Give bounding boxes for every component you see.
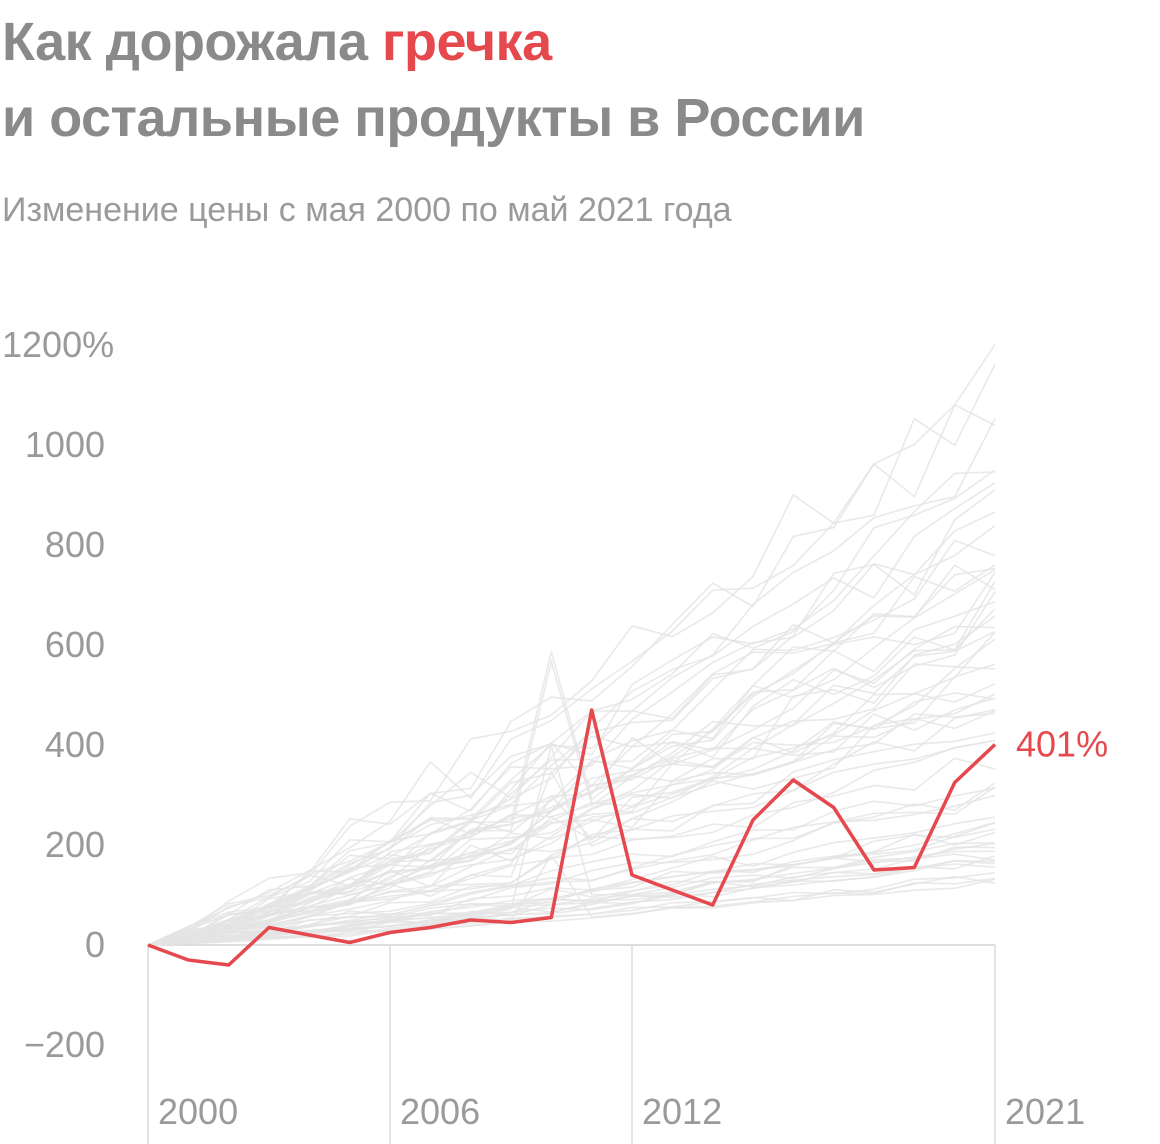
y-tick-label: 800 (45, 524, 105, 565)
background-series-line (147, 489, 996, 946)
highlight-series-layer: 401% (147, 708, 1108, 967)
x-axis-ticks: 2000 2006 2012 2021 (158, 1091, 1085, 1132)
grid-layer (147, 944, 996, 1144)
title-prefix: Как дорожала (2, 12, 368, 72)
background-series-line (147, 692, 996, 946)
background-series-line (147, 785, 996, 946)
background-series-line (147, 539, 996, 946)
background-series-line (147, 787, 996, 946)
background-series-line (147, 871, 996, 946)
background-series-line (147, 569, 996, 946)
y-tick-label: 200 (45, 824, 105, 865)
background-series-line (147, 344, 996, 946)
x-tick-label: 2006 (400, 1091, 480, 1132)
background-series-line (147, 564, 996, 946)
background-series-line (147, 732, 996, 946)
background-series-line (147, 590, 996, 946)
x-tick-label: 2000 (158, 1091, 238, 1132)
y-tick-label: −200 (24, 1024, 105, 1065)
y-tick-label: 1000 (25, 424, 105, 465)
background-series-line (147, 822, 996, 946)
background-series-layer (147, 344, 996, 946)
x-tick-label: 2012 (642, 1091, 722, 1132)
x-tick-label: 2021 (1005, 1091, 1085, 1132)
background-series-line (147, 511, 996, 946)
title-highlight: гречка (382, 12, 552, 72)
background-series-line (147, 658, 996, 946)
y-tick-label: 0 (85, 924, 105, 965)
title-line2: и остальные продукты в России (2, 88, 865, 148)
background-series-line (147, 625, 996, 946)
end-value-label: 401% (1016, 724, 1108, 765)
y-tick-label: 1200% (2, 324, 114, 365)
background-series-line (147, 697, 996, 946)
chart-title: Как дорожала гречка и остальные продукты… (2, 4, 865, 156)
y-axis-ticks: 1200% 1000 800 600 400 200 0 −200 (2, 324, 114, 1065)
chart-subtitle: Изменение цены с мая 2000 по май 2021 го… (2, 191, 732, 229)
y-tick-label: 600 (45, 624, 105, 665)
y-tick-label: 400 (45, 724, 105, 765)
buckwheat-series-line (147, 708, 997, 967)
background-series-line (147, 418, 996, 946)
